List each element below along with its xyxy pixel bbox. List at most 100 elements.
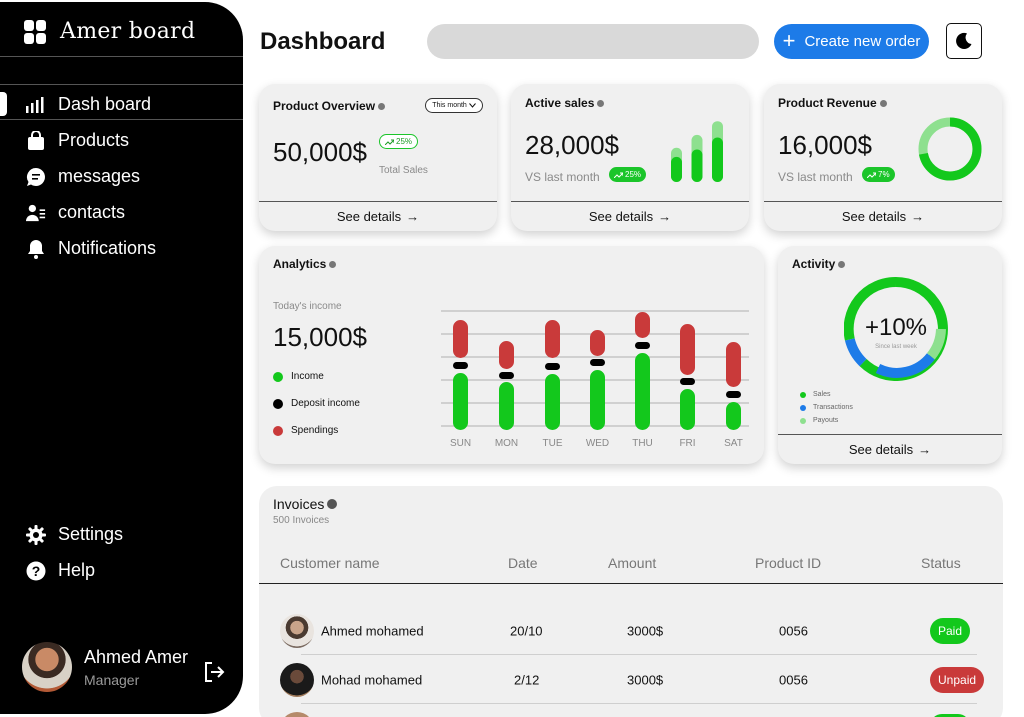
plus-icon: + [782,27,796,53]
card-title: Active sales [525,96,605,110]
bar-spendings [635,312,650,338]
sidebar-item-contacts[interactable]: contacts [26,202,125,223]
column-header-status[interactable]: Status [921,555,961,571]
legend-deposit: Deposit income [273,398,360,409]
bar-deposit [499,372,514,379]
bar-spendings [680,324,695,375]
customer-name: Ahmed mohamed [321,623,424,639]
overview-value: 50,000$ [273,137,367,167]
status-badge[interactable] [930,714,970,717]
avatar [280,712,314,717]
dark-mode-toggle[interactable] [946,23,982,59]
info-icon[interactable] [838,260,846,268]
create-order-button[interactable]: + Create new order [774,24,929,59]
chevron-down-icon [468,103,476,108]
sidebar-item-notifications[interactable]: Notifications [26,238,156,259]
bar-deposit [453,362,468,369]
customer-name: Mohad mohamed [321,672,423,688]
user-profile[interactable]: Ahmed Amer Manager [22,642,188,692]
activity-card: Activity +10% Since last week Sales Tran… [778,246,1002,464]
table-row[interactable]: Ahmed mohamed 20/10 3000$ 0056 Paid [279,607,991,655]
info-icon[interactable] [597,99,605,107]
active-sales-caption: VS last month [525,170,600,184]
see-details-link[interactable]: See details → [778,434,1002,464]
sidebar-item-label: contacts [58,202,126,222]
arrow-right-icon: → [658,209,672,224]
see-details-link[interactable]: See details → [764,201,1002,231]
see-details-label: See details [841,209,907,224]
active-nav-indicator [0,92,7,116]
moon-icon [956,32,972,49]
period-dropdown[interactable]: This month [425,98,483,113]
legend-dot [800,391,806,398]
day-label: TUE [543,438,563,449]
column-header-customer[interactable]: Customer name [280,555,380,571]
day-label: MON [495,438,518,449]
shopping-bag-icon [26,130,46,151]
active-sales-bars [671,121,723,182]
column-header-product-id[interactable]: Product ID [755,555,822,571]
see-details-label: See details [336,209,402,224]
info-icon[interactable] [378,102,386,110]
legend-dot [800,417,806,424]
activity-value: +10% [865,314,927,341]
period-label: This month [432,102,467,109]
sales-bar [671,156,682,182]
row-divider [301,654,977,655]
bar-chart-icon [26,95,46,115]
contacts-icon [26,203,46,223]
revenue-ring-chart [918,117,982,181]
sidebar-item-messages[interactable]: messages [26,166,140,187]
activity-caption: Since last week [875,344,918,350]
legend-sales: Sales [800,391,831,398]
see-details-link[interactable]: See details → [259,201,497,231]
invoice-date: 20/10 [510,623,543,639]
see-details-link[interactable]: See details → [511,201,749,231]
bar-income [499,382,514,430]
bar-spendings [726,342,741,387]
legend-label: Deposit income [291,398,360,409]
product-id: 0056 [779,672,808,688]
bar-income [590,370,605,430]
bar-income [726,402,741,430]
change-text: 25% [625,170,642,179]
sidebar-item-dashboard[interactable]: Dash board [26,94,151,115]
info-icon[interactable] [327,499,338,509]
card-title: Product Revenue [778,96,887,110]
bar-spendings [545,320,560,358]
sidebar-item-label: Products [58,130,130,150]
sidebar-item-label: Settings [58,524,124,544]
day-label: THU [632,438,653,449]
invoices-count: 500 Invoices [273,515,330,526]
info-icon[interactable] [879,99,887,107]
legend-label: Sales [813,391,831,398]
info-icon[interactable] [329,260,337,268]
logout-icon[interactable] [203,661,225,688]
product-overview-card: Product Overview This month 50,000$ 25% … [259,84,497,231]
see-details-label: See details [848,442,914,457]
sidebar-item-label: messages [58,166,141,186]
search-input[interactable] [427,24,759,59]
legend-dot [273,425,283,436]
trend-up-icon [385,139,394,145]
brand[interactable]: Amer board [24,19,195,44]
invoices-card: Invoices 500 Invoices Customer name Date… [259,486,1003,717]
column-header-amount[interactable]: Amount [608,555,657,571]
user-role: Manager [84,671,140,688]
avatar [22,642,72,692]
legend-dot [800,404,806,411]
status-badge[interactable]: Paid [930,618,971,644]
bar-spendings [453,320,468,358]
sidebar-item-products[interactable]: Products [26,130,129,151]
arrow-right-icon: → [406,209,420,224]
status-badge[interactable]: Unpaid [930,667,985,693]
column-header-date[interactable]: Date [508,555,538,571]
legend-label: Spendings [291,425,339,436]
invoice-amount: 3000$ [627,672,664,688]
help-icon: ? [26,561,46,581]
bar-income [635,353,650,430]
sidebar-item-settings[interactable]: Settings [26,524,123,545]
sidebar-item-help[interactable]: ? Help [26,560,95,581]
sidebar-item-label: Dash board [58,94,152,114]
table-row[interactable]: Mohad mohamed 2/12 3000$ 0056 Unpaid [279,656,991,704]
